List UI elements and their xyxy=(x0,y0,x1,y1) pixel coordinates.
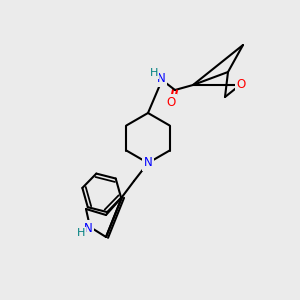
Text: H: H xyxy=(77,228,85,238)
Text: H: H xyxy=(150,68,158,78)
Text: O: O xyxy=(236,79,246,92)
Text: N: N xyxy=(157,73,165,85)
Text: N: N xyxy=(144,157,152,169)
Text: O: O xyxy=(167,95,176,109)
Text: N: N xyxy=(84,221,92,235)
